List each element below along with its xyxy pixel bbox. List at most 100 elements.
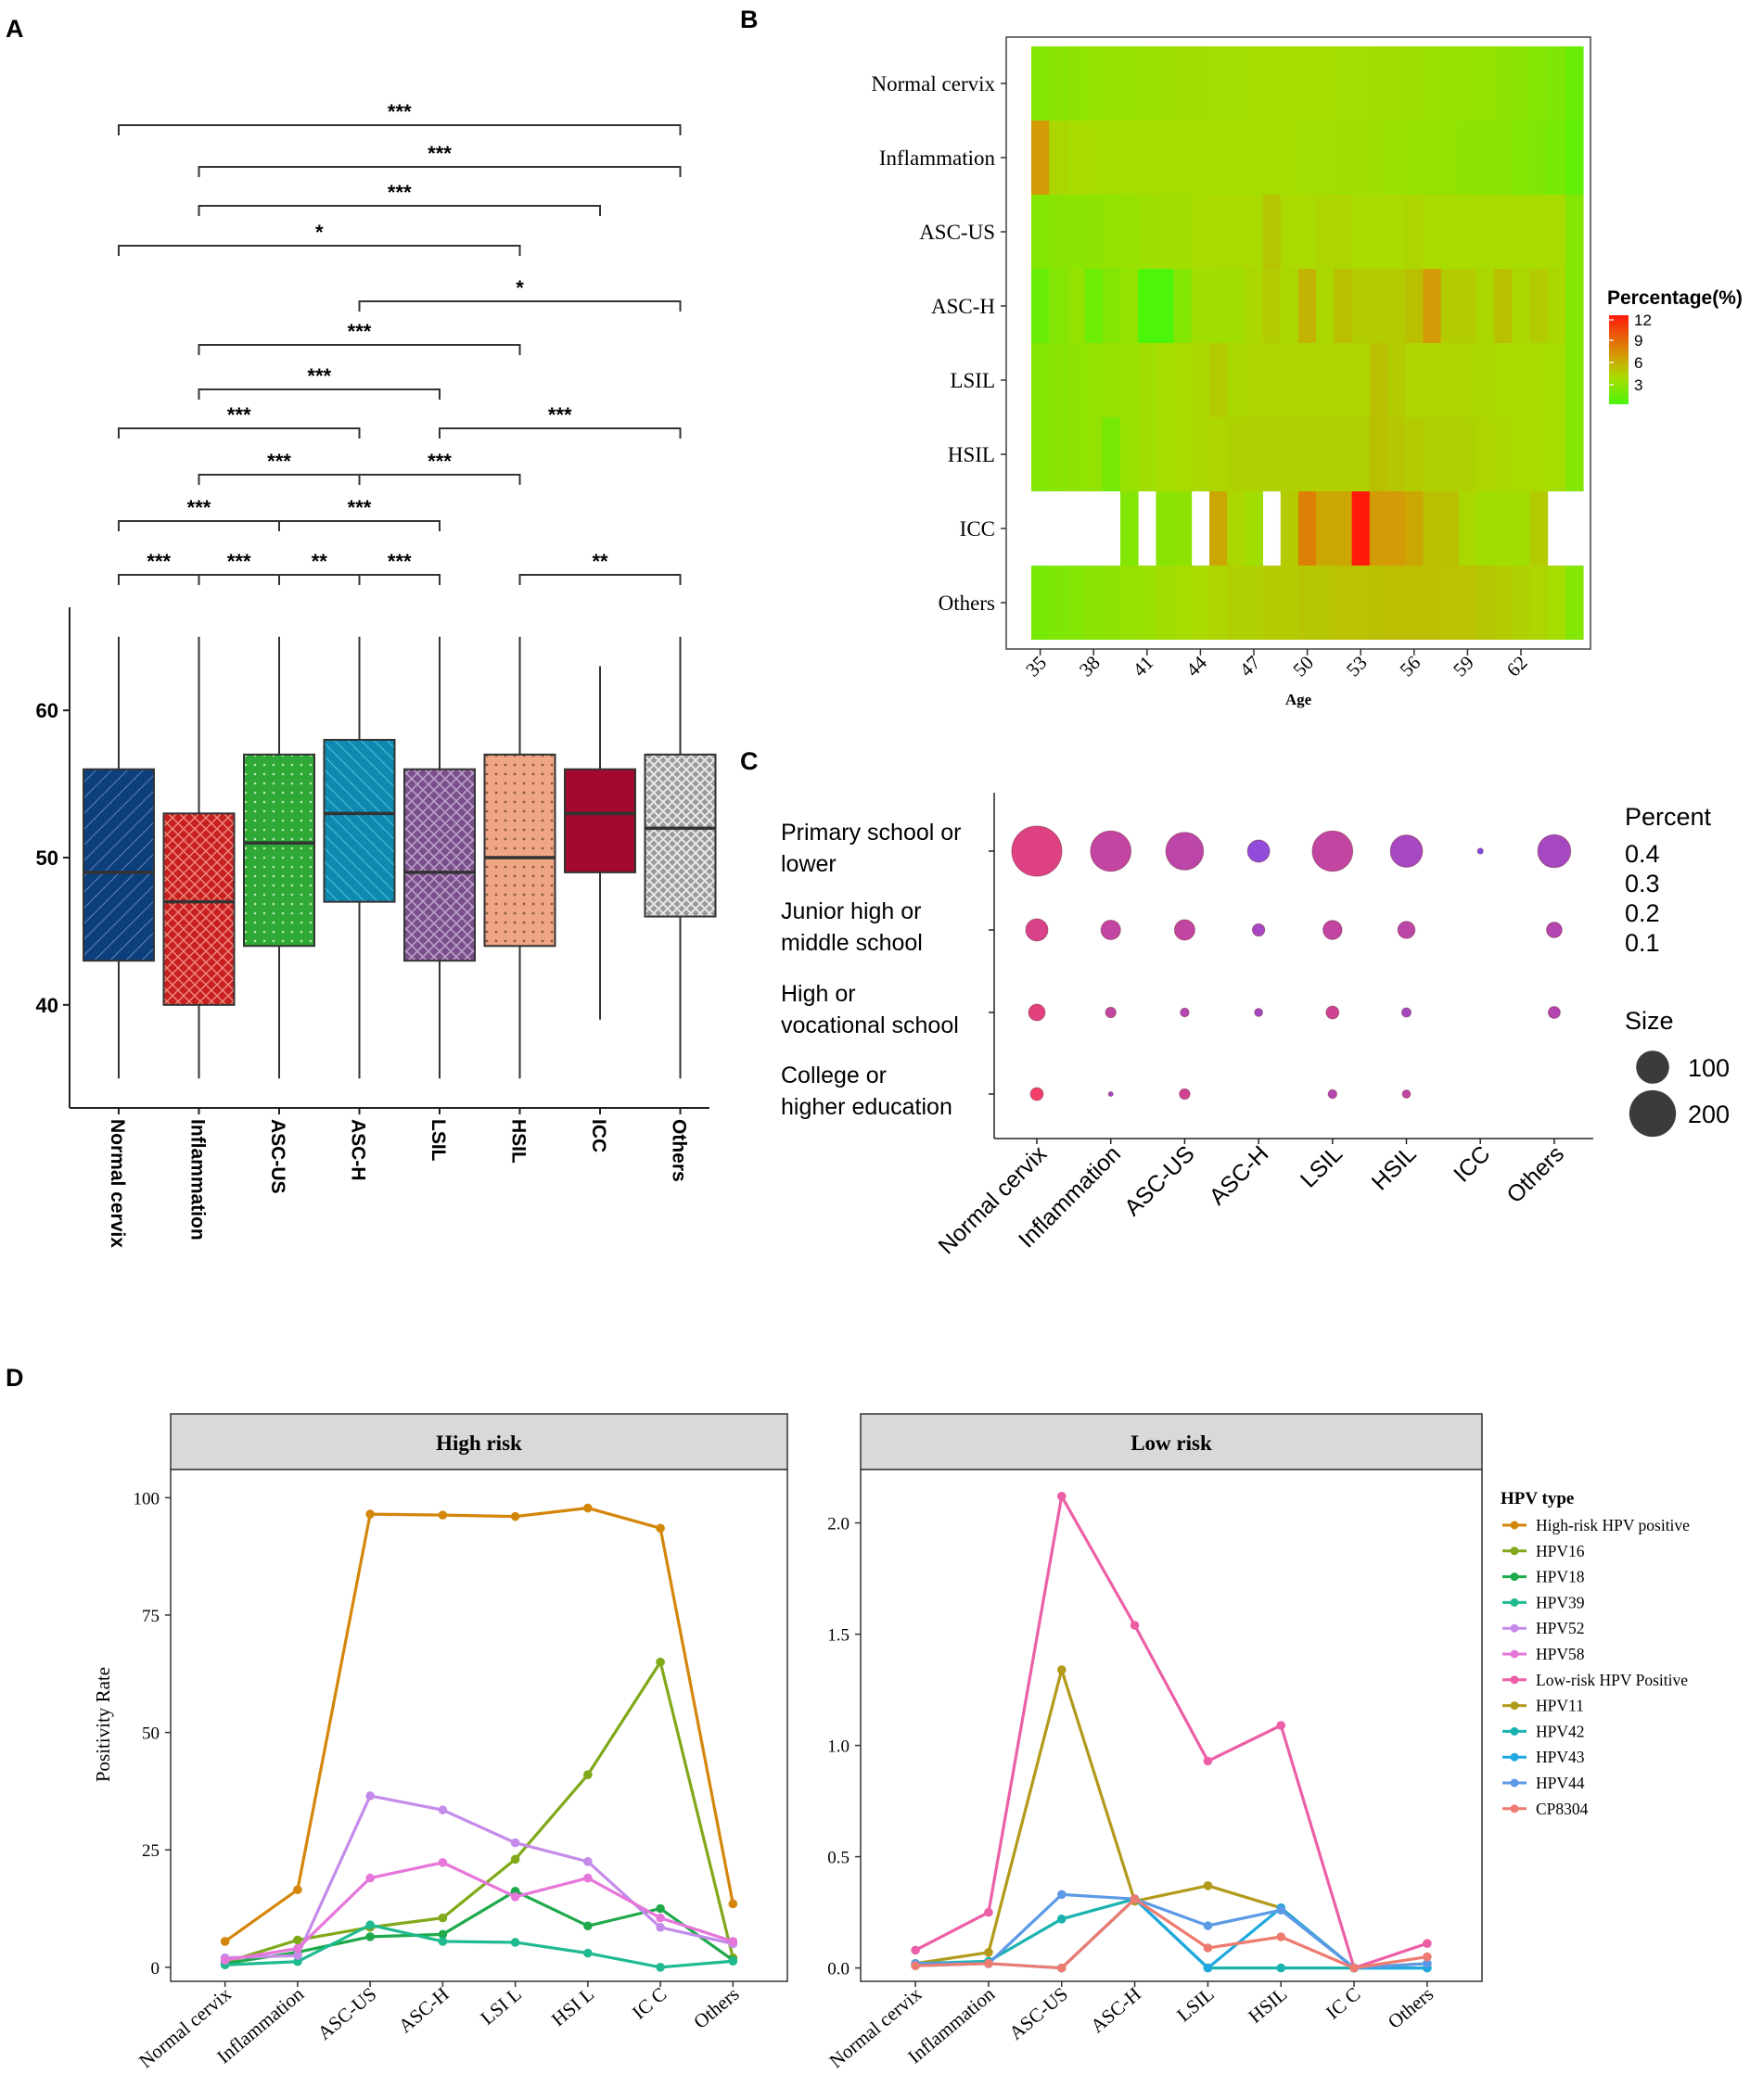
heatmap-cell-normal-cervix-age-43 [1173, 46, 1193, 121]
heatmap-cell-asc-h-age-55 [1387, 269, 1406, 343]
facet-title-low: Low risk [1131, 1432, 1212, 1455]
heatmap-cell-lsil-age-39 [1102, 343, 1121, 417]
heatmap-cell-inflammation-age-60 [1476, 121, 1495, 195]
row-label-lsil: LSIL [950, 369, 995, 392]
heatmap-cell-others-age-53 [1351, 566, 1371, 640]
box-inflammation [162, 812, 236, 1006]
legend-point-hpv16 [1510, 1546, 1519, 1556]
box-normal-cervix [83, 768, 155, 962]
age-tick-label-41: 41 [1129, 652, 1158, 681]
bubble-primary-school-or-lower-hsil [1389, 834, 1424, 868]
heatmap-cell-inflammation-age-59 [1458, 121, 1477, 195]
heatmap-cell-lsil-age-37 [1067, 343, 1085, 417]
heatmap-cell-inflammation-age-49 [1280, 121, 1299, 195]
box-hsil [483, 753, 556, 948]
bubble-junior-high-or-middle-school-hsil [1397, 921, 1416, 939]
legend-colorbar-label-3: 3 [1634, 376, 1642, 394]
heatmap-cell-inflammation-age-56 [1405, 121, 1424, 195]
point-high-hpv18-asc-us [365, 1932, 375, 1941]
legend-point-hpv18 [1510, 1572, 1519, 1582]
heatmap-cell-asc-us-age-61 [1494, 195, 1513, 269]
legend-label-hpv39: HPV39 [1536, 1593, 1585, 1611]
heatmap-cell-others-age-65 [1565, 566, 1584, 640]
heatmap-cell-others-age-49 [1280, 566, 1299, 640]
heatmap-cell-asc-us-age-64 [1547, 195, 1566, 269]
bubble-junior-high-or-middle-school-inflammation [1100, 919, 1121, 941]
x-tick-label-icc: ICC [1449, 1140, 1495, 1187]
point-high-hpv39-others [728, 1956, 738, 1966]
point-high-high-risk-hpv-positive-normal-cervix [220, 1937, 230, 1946]
heatmap-cell-inflammation-age-53 [1351, 121, 1371, 195]
legend-percent-label-0.1: 0.1 [1625, 929, 1660, 957]
heatmap-cell-others-age-59 [1458, 566, 1477, 640]
legend-size-circle-200 [1629, 1089, 1677, 1138]
point-low-hpv44-others [1423, 1959, 1432, 1968]
heatmap-cell-normal-cervix-age-54 [1369, 46, 1388, 121]
significance-bracket-15 [198, 574, 280, 585]
legend-point-hpv52 [1510, 1623, 1519, 1633]
heatmap-cell-icc-age-62 [1512, 491, 1530, 566]
point-high-hpv58-normal-cervix [220, 1955, 230, 1966]
significance-bracket-5 [358, 300, 682, 312]
point-high-hpv52-asc-us [365, 1791, 375, 1801]
heatmap-cell-inflammation-age-48 [1262, 121, 1282, 195]
heatmap-cell-hsil-age-52 [1334, 417, 1352, 491]
heatmap-cell-icc-age-59 [1458, 491, 1477, 566]
heatmap-cell-others-age-37 [1067, 566, 1085, 640]
heatmap-cell-hsil-age-64 [1547, 417, 1566, 491]
heatmap-cell-inflammation-age-52 [1334, 121, 1352, 195]
heatmap-cell-hsil-age-54 [1369, 417, 1388, 491]
heatmap-cell-normal-cervix-age-37 [1067, 46, 1085, 121]
significance-label-14: *** [147, 550, 171, 573]
heatmap-cell-icc-age-40 [1120, 491, 1139, 566]
heatmap-cell-others-age-63 [1529, 566, 1549, 640]
heatmap-cell-icc-age-55 [1387, 491, 1406, 566]
heatmap-cell-normal-cervix-age-45 [1209, 46, 1228, 121]
row-label-high-or-vocational-school-line-1: High or [781, 981, 856, 1007]
point-high-hpv39-asc-h [438, 1937, 448, 1946]
heatmap-cell-asc-us-age-43 [1173, 195, 1193, 269]
legend-colorbar-label-9: 9 [1634, 332, 1642, 350]
legend-label-hpv58: HPV58 [1536, 1645, 1585, 1663]
heatmap-cell-others-age-44 [1191, 566, 1210, 640]
heatmap-cell-inflammation-age-54 [1369, 121, 1388, 195]
heatmap-cell-asc-h-age-39 [1102, 269, 1121, 343]
age-tick-label-44: 44 [1182, 651, 1211, 681]
heatmap-cell-inflammation-age-39 [1102, 121, 1121, 195]
heatmap-cell-lsil-age-44 [1191, 343, 1210, 417]
point-high-hpv16-inflammation [293, 1935, 302, 1945]
row-label-college-or-higher-education-line-1: College or [781, 1063, 887, 1088]
point-high-hpv39-asc-us [365, 1920, 375, 1930]
x-tick-label-hsil: HSIL [508, 1119, 530, 1164]
heatmap-cell-lsil-age-57 [1423, 343, 1441, 417]
significance-label-4: * [315, 221, 324, 244]
heatmap-cell-asc-h-age-54 [1369, 269, 1388, 343]
heatmap-cell-asc-h-age-40 [1120, 269, 1139, 343]
heatmap-cell-normal-cervix-age-62 [1512, 46, 1530, 121]
heatmap-cell-hsil-age-37 [1067, 417, 1085, 491]
row-label-junior-high-or-middle-school-line-1: Junior high or [781, 898, 921, 924]
x-tick-label-normal-cervix: Normal cervix [107, 1119, 128, 1248]
heatmap-cell-others-age-35 [1031, 566, 1050, 640]
significance-label-6: *** [348, 320, 372, 343]
point-high-hpv39-hsi-l [583, 1948, 593, 1958]
heatmap-cell-icc-age-50 [1298, 491, 1317, 566]
significance-bracket-2 [198, 166, 682, 177]
heatmap-cell-others-age-40 [1120, 566, 1139, 640]
heatmap-cell-asc-h-age-52 [1334, 269, 1352, 343]
facet-title-high: High risk [436, 1432, 522, 1455]
heatmap-cell-hsil-age-59 [1458, 417, 1477, 491]
heatmap-cell-others-age-51 [1316, 566, 1335, 640]
point-high-hpv52-asc-h [438, 1805, 448, 1814]
heatmap-cell-asc-h-age-38 [1084, 269, 1104, 343]
significance-label-3: *** [388, 181, 412, 204]
legend-point-hpv44 [1510, 1778, 1519, 1788]
heatmap-cell-inflammation-age-51 [1316, 121, 1335, 195]
heatmap-cell-asc-h-age-47 [1245, 269, 1263, 343]
heatmap-cell-lsil-age-53 [1351, 343, 1371, 417]
heatmap-cell-others-age-61 [1494, 566, 1513, 640]
bubble-primary-school-or-lower-asc-h [1246, 839, 1271, 863]
heatmap-cell-normal-cervix-age-61 [1494, 46, 1513, 121]
heatmap-cell-hsil-age-42 [1156, 417, 1174, 491]
significance-bracket-14 [118, 574, 200, 585]
